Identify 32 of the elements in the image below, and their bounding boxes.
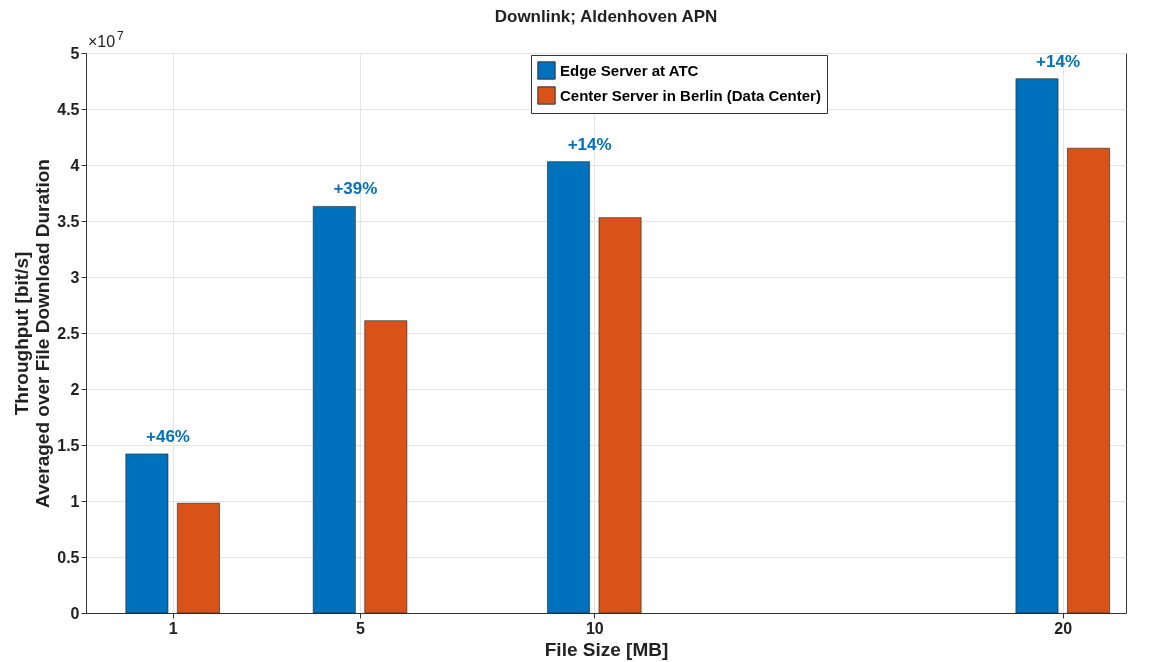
bar [125,453,169,614]
bar [312,206,356,614]
x-axis-title: File Size [MB] [544,638,669,660]
y-tick-label: 0.5 [57,548,80,566]
y-axis-title: Throughput [bit/s] Averaged over File Download Duration [11,159,54,508]
bar [1015,78,1059,614]
y-tick-label: 1 [70,492,80,510]
annotation: +14% [1036,51,1081,71]
annotation: +46% [146,426,190,446]
bar [598,217,642,614]
legend-label: Edge Server at ATC [560,61,699,79]
y-tick-label: 3 [70,268,80,286]
y-tick-label: 4 [70,156,80,174]
y-tick-label: 4.5 [57,100,80,118]
annotation: +14% [567,134,612,154]
y-tick-label: 2.5 [57,324,80,342]
bar [364,320,408,614]
y-tick-label: 3.5 [57,212,80,230]
bar [177,502,220,614]
x-tick-label: 1 [168,619,178,637]
x-tick-label: 5 [356,619,366,637]
y-tick-label: 0 [70,604,80,622]
bar [547,161,590,614]
legend-label: Center Server in Berlin (Data Center) [560,86,821,104]
x-tick-label: 20 [1054,619,1073,637]
y-tick-label: 2 [70,380,80,398]
y-tick-label: 1.5 [57,436,80,454]
chart-title: Downlink; Aldenhoven APN [494,7,718,26]
annotation: +39% [333,179,378,199]
x-tick-label: 10 [585,619,604,637]
bar [1067,147,1110,614]
y-tick-label: 5 [70,44,80,62]
